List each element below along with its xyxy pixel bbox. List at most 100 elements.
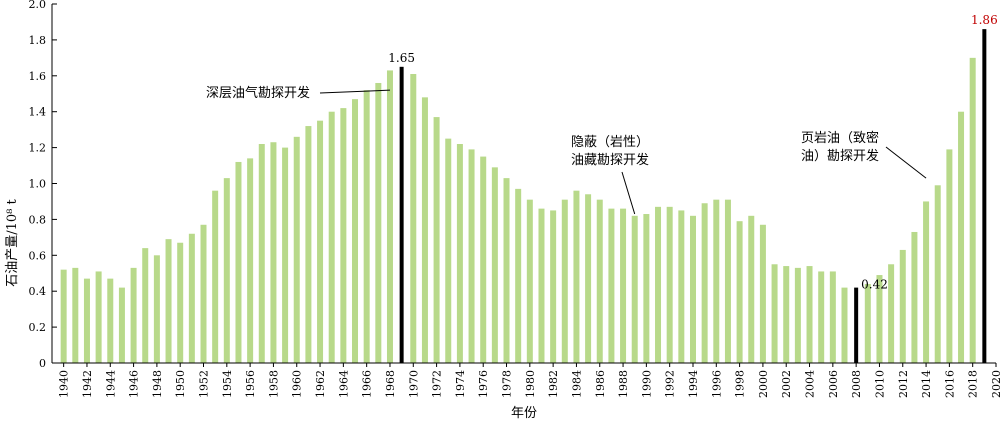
annotation-leader-line: [885, 146, 927, 179]
bar: [386, 70, 393, 364]
bar: [468, 149, 475, 363]
bar: [748, 215, 755, 363]
x-tick-label: 2012: [897, 370, 910, 398]
annotation-text: 深层油气勘探开发: [206, 85, 310, 101]
x-tick-label: 1980: [524, 370, 537, 398]
bar: [177, 242, 184, 363]
bar: [655, 206, 662, 363]
bar: [631, 215, 638, 363]
bar: [759, 224, 766, 363]
x-tick-label: 1984: [570, 370, 583, 398]
bar: [200, 224, 207, 363]
x-tick-label: 1970: [407, 370, 420, 398]
x-tick-label: 2002: [780, 370, 793, 398]
bar: [923, 201, 930, 363]
bar: [270, 142, 277, 363]
x-tick-label: 1960: [291, 370, 304, 398]
bar: [212, 190, 219, 363]
bar: [806, 266, 813, 363]
y-tick-label: 0.2: [29, 321, 47, 334]
x-tick-label: 2008: [850, 370, 863, 398]
bar: [620, 208, 627, 363]
x-tick-label: 1974: [454, 370, 467, 398]
bar: [829, 271, 836, 363]
y-tick-label: 2.0: [29, 0, 47, 11]
x-tick-label: 2000: [757, 370, 770, 398]
annotation-leader-line: [621, 171, 636, 215]
bar: [421, 97, 428, 363]
bar: [118, 287, 125, 363]
bar: [352, 99, 359, 363]
highlight-bar: [982, 29, 987, 363]
bars-layer: [60, 29, 987, 364]
x-tick-label: 1956: [244, 370, 257, 398]
bar: [783, 266, 790, 363]
bar: [60, 269, 67, 363]
bar: [538, 208, 545, 363]
bar: [526, 199, 533, 363]
bar: [317, 120, 324, 363]
bar: [165, 239, 172, 363]
x-tick-label: 2004: [804, 370, 817, 398]
bar: [445, 138, 452, 364]
bar: [480, 156, 487, 363]
bar: [958, 111, 965, 363]
x-tick-label: 1996: [710, 370, 723, 398]
x-axis-title: 年份: [511, 406, 537, 421]
x-tick-label: 1940: [58, 370, 71, 398]
y-tick-label: 1.8: [29, 34, 47, 47]
x-ticks: 1940 1942 1944 1946 1948 1950 1952 1954 1956 1958…: [58, 363, 1000, 398]
x-tick-label: 1954: [221, 370, 234, 398]
bar: [585, 194, 592, 363]
bar: [142, 248, 149, 363]
bar: [375, 82, 382, 363]
bar: [888, 264, 895, 363]
x-tick-label: 1964: [337, 370, 350, 398]
annotation-text: 隐蔽（岩性）: [571, 135, 649, 150]
bar: [678, 210, 685, 363]
x-tick-label: 1994: [687, 370, 700, 398]
bar: [876, 275, 883, 363]
bar: [503, 178, 510, 363]
bar: [666, 206, 673, 363]
y-tick-label: 1.0: [29, 178, 47, 191]
x-tick-label: 1944: [104, 370, 117, 398]
y-axis-title: 石油产量/10⁸ t: [5, 198, 20, 286]
x-tick-label: 1946: [128, 370, 141, 398]
bar: [491, 167, 498, 363]
x-tick-label: 2014: [920, 370, 933, 398]
bar: [515, 188, 522, 363]
bar-value-label: 1.65: [388, 51, 415, 65]
annotation-text: 页岩油（致密: [801, 130, 879, 146]
x-tick-label: 1982: [547, 370, 560, 398]
bar: [899, 249, 906, 363]
y-tick-label: 1.6: [29, 70, 47, 83]
bar: [689, 215, 696, 363]
bar: [282, 147, 289, 363]
bar: [608, 208, 615, 363]
highlight-bar: [854, 287, 859, 363]
y-tick-label: 1.2: [29, 142, 47, 155]
x-tick-label: 1972: [431, 370, 444, 398]
x-tick-label: 1998: [734, 370, 747, 398]
bar: [188, 233, 195, 363]
bar: [433, 117, 440, 363]
bar: [107, 278, 114, 363]
bar: [841, 287, 848, 363]
x-tick-label: 1978: [501, 370, 514, 398]
y-tick-label: 0.6: [29, 249, 47, 262]
value-labels-layer: 1.65 0.42 1.86: [388, 13, 997, 291]
bar: [771, 264, 778, 363]
bar: [818, 271, 825, 363]
x-tick-label: 1990: [640, 370, 653, 398]
bar: [235, 161, 242, 363]
bar: [72, 267, 79, 363]
bar: [573, 190, 580, 363]
bar: [643, 214, 650, 363]
x-tick-label: 1958: [267, 370, 280, 398]
x-tick-label: 2020: [990, 370, 1000, 398]
bar: [596, 199, 603, 363]
bar: [713, 199, 720, 363]
annotation-leader-line: [319, 89, 390, 94]
